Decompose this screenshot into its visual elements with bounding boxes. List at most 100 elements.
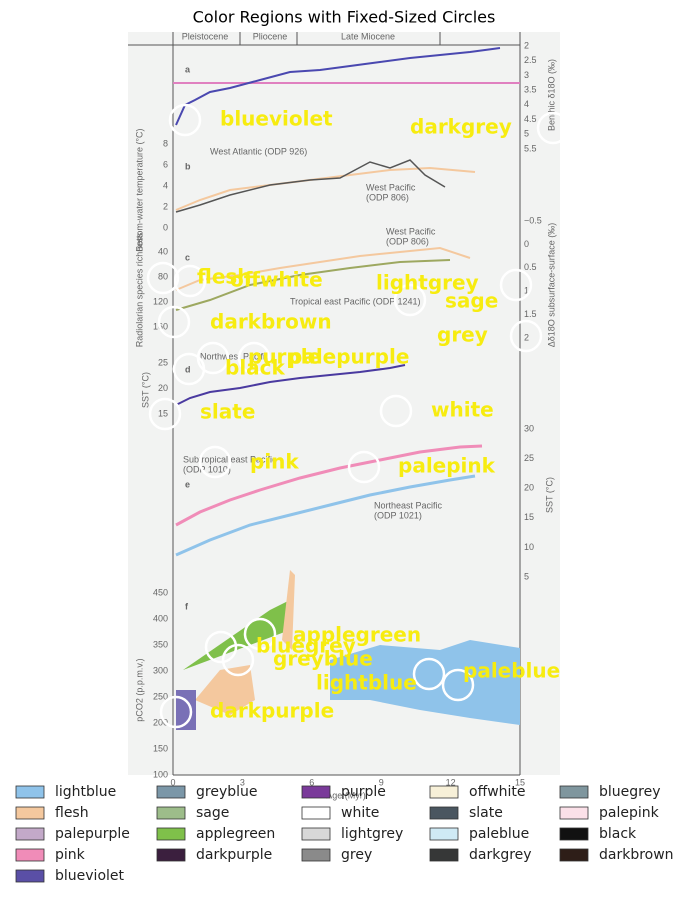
axis-label: Δδ18O subsurface-surface (‰): [546, 223, 556, 348]
region-circle: [237, 341, 271, 375]
curve: [175, 474, 476, 557]
shaded-region: [195, 665, 255, 715]
era-label: Pleistocene: [182, 31, 229, 41]
legend-label: blueviolet: [55, 868, 125, 884]
region-label: darkgrey: [410, 115, 512, 139]
tick-label: 4: [163, 180, 168, 190]
region-label: bluegrey: [256, 634, 356, 658]
region-label: grey: [437, 323, 488, 347]
panel-letter: a: [185, 64, 191, 74]
tick-label: 12: [446, 777, 456, 787]
curve: [175, 259, 451, 311]
legend-label: greyblue: [196, 784, 258, 800]
tick-label: 20: [524, 483, 534, 493]
annotation: Northwest Pacific: [200, 351, 270, 361]
tick-label: 5: [524, 571, 529, 581]
region-label: slate: [200, 400, 255, 424]
legend-label: darkbrown: [599, 847, 674, 863]
legend-swatch: [559, 785, 589, 799]
tick-label: 3: [240, 777, 245, 787]
region-label: offwhite: [230, 268, 323, 292]
curve: [175, 444, 483, 527]
region-circle: [157, 305, 191, 339]
legend-swatch: [429, 848, 459, 862]
tick-label: 120: [153, 296, 168, 306]
legend-label: grey: [341, 847, 372, 863]
annotation: West Atlantic (ODP 926): [210, 146, 307, 156]
legend-swatch: [15, 806, 45, 820]
legend-swatch: [301, 848, 331, 862]
region-circle: [168, 103, 202, 137]
tick-label: 1.5: [524, 309, 537, 319]
tick-label: 6: [163, 159, 168, 169]
tick-label: 10: [524, 542, 534, 552]
region-label: darkpurple: [210, 699, 334, 723]
shaded-region: [176, 690, 196, 730]
region-circle: [412, 657, 446, 691]
region-circle: [509, 319, 543, 353]
legend-swatch: [15, 869, 45, 883]
region-circle: [393, 283, 427, 317]
region-label: sage: [445, 289, 498, 313]
tick-label: 8: [163, 138, 168, 148]
region-label: paleblue: [463, 659, 560, 683]
tick-label: 15: [158, 408, 168, 418]
tick-label: 4.5: [524, 114, 537, 124]
legend-swatch: [301, 806, 331, 820]
tick-label: 400: [153, 613, 168, 623]
tick-label: 450: [153, 587, 168, 597]
annotation: (ODP 806): [366, 192, 409, 202]
region-circle: [146, 261, 180, 295]
region-label: black: [225, 356, 286, 380]
tick-label: 2: [163, 201, 168, 211]
legend-label: lightblue: [55, 784, 116, 800]
tick-label: 250: [153, 691, 168, 701]
region-circle: [536, 111, 570, 145]
tick-label: 25: [524, 453, 534, 463]
annotation: (ODP 806): [386, 236, 429, 246]
tick-label: −0.5: [524, 215, 542, 225]
region-circle: [347, 450, 381, 484]
region-label: lightblue: [316, 671, 417, 695]
panel-letter: f: [185, 601, 189, 611]
region-label: palepurple: [288, 345, 409, 369]
axis-label: Benthic δ18O (‰): [546, 59, 556, 131]
era-label: Late Miocene: [341, 31, 395, 41]
shaded-region: [183, 600, 290, 670]
legend-swatch: [429, 785, 459, 799]
legend-label: palepink: [599, 805, 660, 821]
axis-label: pCO2 (p.p.m.v.): [134, 658, 144, 721]
panel-letter: e: [185, 479, 190, 489]
tick-label: 25: [158, 357, 168, 367]
tick-label: 0: [170, 777, 175, 787]
title: Color Regions with Fixed-Sized Circles: [193, 8, 496, 27]
region-circle: [198, 445, 232, 479]
tick-label: 5: [524, 129, 529, 139]
region-label: greyblue: [273, 647, 373, 671]
region-label: white: [431, 398, 494, 422]
region-label: applegreen: [293, 623, 421, 647]
annotation: West Pacific: [366, 182, 416, 192]
legend-label: bluegrey: [599, 784, 661, 800]
tick-label: 6: [309, 777, 314, 787]
legend-label: sage: [196, 805, 229, 821]
axis-label: Radiolarian species richness: [134, 232, 144, 347]
axis-label: SST (°C): [140, 372, 150, 408]
region-circle: [441, 668, 475, 702]
legend-label: darkgrey: [469, 847, 532, 863]
region-circle: [221, 643, 255, 677]
tick-label: 150: [153, 743, 168, 753]
tick-label: 5.5: [524, 143, 537, 153]
panel-letter: b: [185, 161, 191, 171]
region-label: blueviolet: [220, 107, 333, 131]
region-circle: [379, 394, 413, 428]
shaded-region: [330, 640, 520, 725]
region-label: darkbrown: [210, 310, 332, 334]
tick-label: 100: [153, 769, 168, 779]
legend: lightblue flesh palepurple pink blueviolet gr…: [15, 784, 674, 884]
legend-label: lightgrey: [341, 826, 403, 842]
tick-label: 1: [524, 286, 529, 296]
tick-label: 15: [515, 777, 525, 787]
